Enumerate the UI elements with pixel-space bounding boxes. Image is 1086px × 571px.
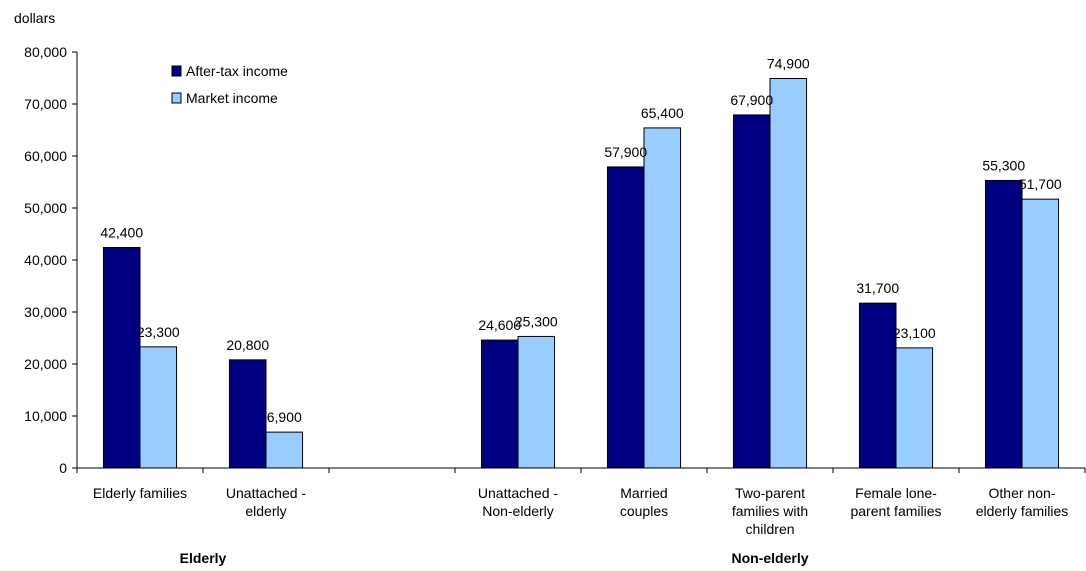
- data-label: 51,700: [1019, 176, 1062, 192]
- data-label: 55,300: [982, 157, 1025, 173]
- data-label: 20,800: [226, 337, 269, 353]
- data-label: 42,400: [100, 225, 143, 241]
- data-label: 23,300: [137, 324, 180, 340]
- category-label: children: [745, 521, 794, 537]
- y-tick-label: 10,000: [24, 408, 67, 424]
- y-tick-label: 60,000: [24, 148, 67, 164]
- bar: [1021, 198, 1060, 469]
- bar: [643, 127, 682, 469]
- category-label: Unattached -: [226, 485, 306, 501]
- bar: [480, 339, 519, 469]
- legend: After-tax income Market income: [171, 63, 288, 106]
- y-tick-label: 30,000: [24, 304, 67, 320]
- bar: [517, 335, 556, 469]
- bar: [732, 114, 771, 469]
- bar: [984, 179, 1023, 469]
- data-label: 25,300: [515, 313, 558, 329]
- bar: [265, 431, 304, 469]
- bar: [228, 359, 267, 469]
- category-label: Two-parent: [735, 485, 805, 501]
- y-tick-label: 50,000: [24, 200, 67, 216]
- y-axis: 0 10,000 20,000 30,000 40,000 50,000 60,000 70,…: [24, 44, 78, 476]
- y-tick-label: 80,000: [24, 44, 67, 60]
- group-labels: Elderly Non-elderly: [180, 550, 809, 566]
- data-label: 31,700: [856, 280, 899, 296]
- data-label: 57,900: [604, 144, 647, 160]
- bar: [102, 247, 141, 469]
- data-label: 6,900: [267, 409, 302, 425]
- bar: [139, 346, 178, 469]
- group-label: Elderly: [180, 550, 227, 566]
- category-label: Other non-: [989, 485, 1056, 501]
- bar: [895, 347, 934, 469]
- category-label: Female lone-: [855, 485, 937, 501]
- y-tick-label: 40,000: [24, 252, 67, 268]
- bar: [606, 166, 645, 469]
- legend-swatch: [171, 92, 182, 104]
- category-label: elderly families: [976, 503, 1069, 519]
- data-label: 23,100: [893, 325, 936, 341]
- category-label: Elderly families: [93, 485, 187, 501]
- data-label: 65,400: [641, 105, 684, 121]
- category-label: Unattached -: [478, 485, 558, 501]
- x-axis: Elderly families Unattached - elderly Unatt…: [76, 467, 1086, 537]
- category-label: elderly: [245, 503, 286, 519]
- y-tick-label: 70,000: [24, 96, 67, 112]
- y-tick-label: 20,000: [24, 356, 67, 372]
- data-label: 74,900: [767, 56, 810, 72]
- category-label: couples: [620, 503, 668, 519]
- legend-label: Market income: [186, 90, 278, 106]
- bars-layer: [102, 78, 1060, 469]
- bar: [769, 78, 808, 469]
- category-label: families with: [732, 503, 808, 519]
- category-label: parent families: [850, 503, 941, 519]
- bar: [858, 302, 897, 469]
- legend-swatch: [171, 65, 182, 77]
- data-label: 24,600: [478, 317, 521, 333]
- data-label: 67,900: [730, 92, 773, 108]
- y-tick-label: 0: [59, 460, 67, 476]
- category-label: Married: [620, 485, 667, 501]
- legend-label: After-tax income: [186, 63, 288, 79]
- data-labels: 42,400 20,800 24,600 57,900 67,900 31,700 55,3…: [100, 56, 1062, 426]
- y-axis-unit-label: dollars: [14, 10, 55, 26]
- category-label: Non-elderly: [482, 503, 554, 519]
- group-label: Non-elderly: [731, 550, 808, 566]
